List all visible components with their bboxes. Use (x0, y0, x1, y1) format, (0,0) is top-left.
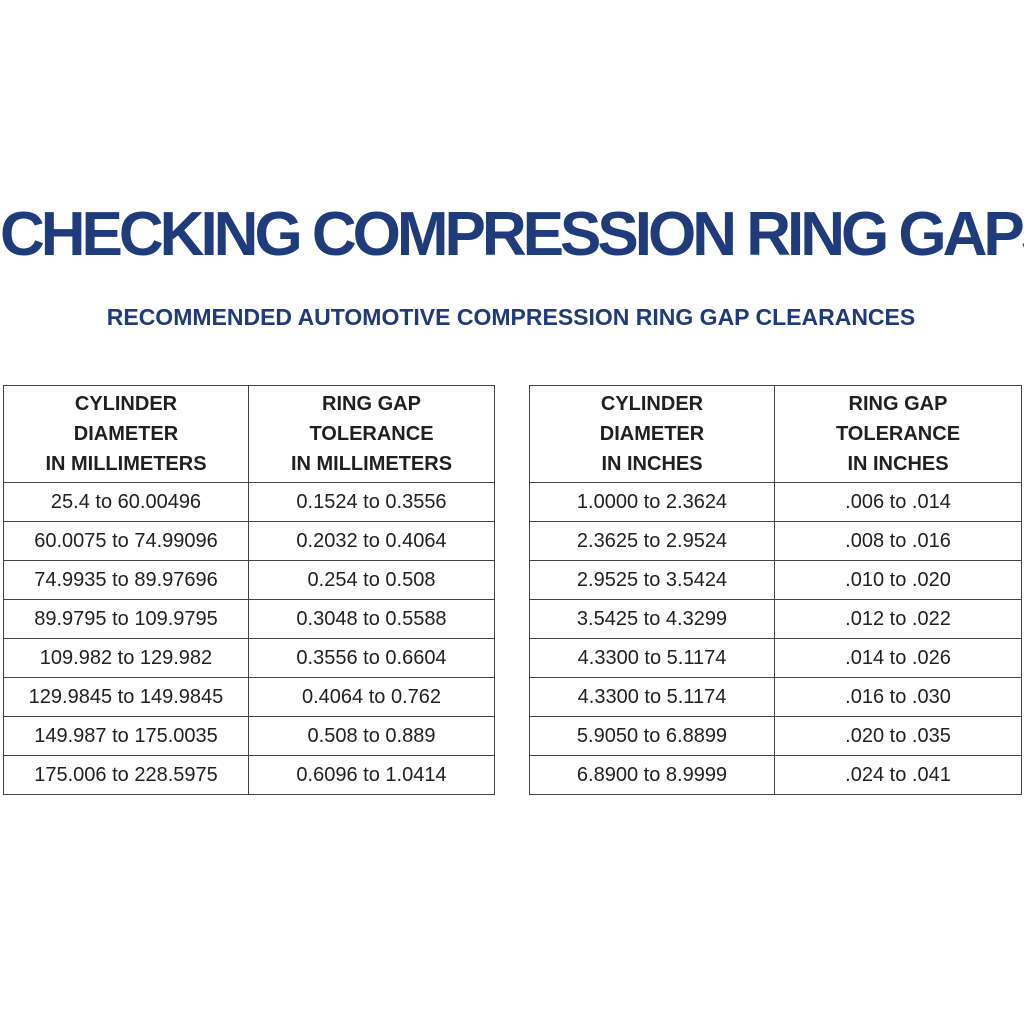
cylinder-diameter-cell: 3.5425 to 4.3299 (529, 599, 775, 639)
table-row: 129.9845 to 149.9845 0.4064 to 0.762 (3, 677, 495, 717)
table-row: 4.3300 to 5.1174.014 to .026 (529, 638, 1022, 678)
cylinder-diameter-cell: 129.9845 to 149.9845 (3, 677, 249, 717)
ring-gap-cell: 0.4064 to 0.762 (248, 677, 495, 717)
column-header-line: CYLINDER (600, 393, 704, 415)
ring-gap-cell: .020 to .035 (774, 716, 1022, 756)
column-header-line: RING GAP (322, 393, 421, 415)
column-header-line: IN INCHES (847, 453, 949, 475)
ring-gap-cell: 0.254 to 0.508 (248, 560, 495, 600)
table-row: 3.5425 to 4.3299.012 to .022 (529, 599, 1022, 639)
cylinder-diameter-cell: 4.3300 to 5.1174 (529, 638, 775, 678)
table-row: 2.3625 to 2.9524.008 to .016 (529, 521, 1022, 561)
table-header-row: CYLINDER DIAMETER IN MILLIMETERS RING GAP TO… (3, 385, 495, 483)
table-row: 175.006 to 228.5975 0.6096 to 1.0414 (3, 755, 495, 795)
ring-gap-cell: .014 to .026 (774, 638, 1022, 678)
cylinder-diameter-cell: 89.9795 to 109.9795 (3, 599, 249, 639)
column-header: CYLINDER DIAMETER IN INCHES (529, 385, 775, 483)
table-row: 149.987 to 175.0035 0.508 to 0.889 (3, 716, 495, 756)
ring-gap-cell: .008 to .016 (774, 521, 1022, 561)
page-subtitle: RECOMMENDED AUTOMOTIVE COMPRESSION RING … (106, 304, 916, 330)
cylinder-diameter-cell: 5.9050 to 6.8899 (529, 716, 775, 756)
column-header-line: TOLERANCE (309, 423, 434, 445)
column-header-line: DIAMETER (599, 423, 705, 445)
column-header-line: RING GAP (848, 393, 948, 415)
cylinder-diameter-cell: 175.006 to 228.5975 (3, 755, 249, 795)
ring-gap-cell: .016 to .030 (774, 677, 1022, 717)
cylinder-diameter-cell: 74.9935 to 89.97696 (3, 560, 249, 600)
ring-gap-cell: 0.6096 to 1.0414 (248, 755, 495, 795)
cylinder-diameter-cell: 109.982 to 129.982 (3, 638, 249, 678)
ring-gap-cell: .012 to .022 (774, 599, 1022, 639)
ring-gap-cell: 0.508 to 0.889 (248, 716, 495, 756)
table-row: 2.9525 to 3.5424.010 to .020 (529, 560, 1022, 600)
table-row: 25.4 to 60.00496 0.1524 to 0.3556 (3, 482, 495, 522)
table-row: 4.3300 to 5.1174.016 to .030 (529, 677, 1022, 717)
ring-gap-cell: .024 to .041 (774, 755, 1022, 795)
column-header-line: IN MILLIMETERS (45, 453, 207, 475)
ring-gap-cell: 0.2032 to 0.4064 (248, 521, 495, 561)
ring-gap-cell: 0.3556 to 0.6604 (248, 638, 495, 678)
page-title: CHECKING COMPRESSION RING GAPS (0, 200, 1024, 269)
table-row: 5.9050 to 6.8899.020 to .035 (529, 716, 1022, 756)
column-header-line: IN MILLIMETERS (290, 453, 453, 475)
column-header-line: DIAMETER (73, 423, 179, 445)
metric-table: CYLINDER DIAMETER IN MILLIMETERS RING GAP TO… (3, 385, 495, 795)
cylinder-diameter-cell: 6.8900 to 8.9999 (529, 755, 775, 795)
cylinder-diameter-cell: 2.9525 to 3.5424 (529, 560, 775, 600)
cylinder-diameter-cell: 149.987 to 175.0035 (3, 716, 249, 756)
ring-gap-cell: 0.1524 to 0.3556 (248, 482, 495, 522)
cylinder-diameter-cell: 4.3300 to 5.1174 (529, 677, 775, 717)
table-row: 74.9935 to 89.97696 0.254 to 0.508 (3, 560, 495, 600)
column-header: RING GAP TOLERANCE IN INCHES (774, 385, 1022, 483)
column-header: RING GAP TOLERANCE IN MILLIMETERS (248, 385, 495, 483)
table-row: 6.8900 to 8.9999.024 to .041 (529, 755, 1022, 795)
column-header-line: TOLERANCE (835, 423, 961, 445)
ring-gap-cell: 0.3048 to 0.5588 (248, 599, 495, 639)
table-row: 109.982 to 129.982 0.3556 to 0.6604 (3, 638, 495, 678)
ring-gap-cell: .006 to .014 (774, 482, 1022, 522)
ring-gap-cell: .010 to .020 (774, 560, 1022, 600)
cylinder-diameter-cell: 2.3625 to 2.9524 (529, 521, 775, 561)
column-header-line: IN INCHES (601, 453, 703, 475)
table-row: 60.0075 to 74.99096 0.2032 to 0.4064 (3, 521, 495, 561)
table-row: 1.0000 to 2.3624.006 to .014 (529, 482, 1022, 522)
table-header-row: CYLINDER DIAMETER IN INCHES RING GAP TOLERAN… (529, 385, 1022, 483)
imperial-table: CYLINDER DIAMETER IN INCHES RING GAP TOLERAN… (529, 385, 1022, 795)
column-header-line: CYLINDER (74, 393, 178, 415)
cylinder-diameter-cell: 60.0075 to 74.99096 (3, 521, 249, 561)
cylinder-diameter-cell: 25.4 to 60.00496 (3, 482, 249, 522)
table-row: 89.9795 to 109.9795 0.3048 to 0.5588 (3, 599, 495, 639)
column-header: CYLINDER DIAMETER IN MILLIMETERS (3, 385, 249, 483)
cylinder-diameter-cell: 1.0000 to 2.3624 (529, 482, 775, 522)
